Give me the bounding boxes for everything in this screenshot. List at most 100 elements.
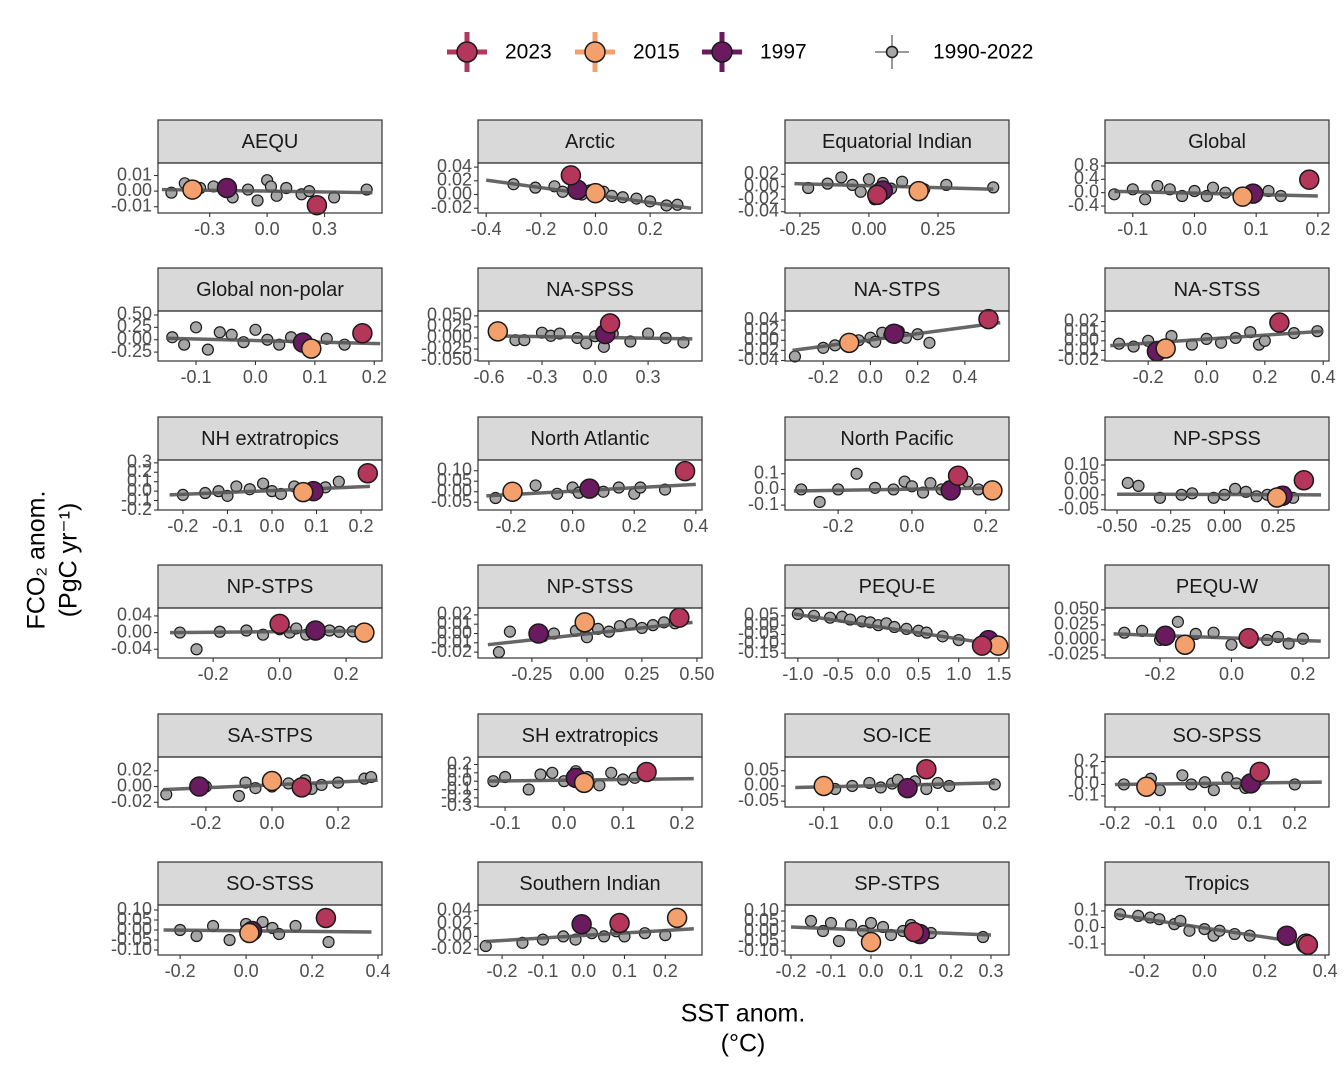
x-tick-label: 0.2 <box>1282 813 1307 833</box>
highlight-point <box>978 308 999 330</box>
y-tick-label: 0.04 <box>117 605 152 625</box>
strip-title: Southern Indian <box>519 873 660 895</box>
x-tick-label: 0.0 <box>243 367 268 387</box>
point <box>813 495 826 509</box>
highlight-point <box>1174 634 1196 655</box>
x-tick-label: -0.25 <box>511 664 552 684</box>
x-tick-label: -0.25 <box>1150 516 1191 536</box>
y-tick-label: -0.10 <box>738 633 779 653</box>
y-tick-label: 0.0 <box>1074 916 1099 936</box>
strip-title: SO-ICE <box>863 725 932 747</box>
panel-border <box>784 310 1010 362</box>
panel-border <box>477 607 703 659</box>
y-tick-label: 0.50 <box>117 304 152 324</box>
highlight-point <box>315 907 337 929</box>
y-tick-label: 0.00 <box>117 621 152 641</box>
point <box>223 933 236 947</box>
y-tick-label: 0.02 <box>744 319 779 339</box>
y-tick-label: 0.3 <box>127 452 152 472</box>
highlight-point <box>571 913 592 935</box>
y-tick-label: 0.04 <box>437 900 472 920</box>
facet: SP-STPS -0.2 -0.1 0.0 0.1 0.2 0.3 0.100.050.00-… <box>738 861 1010 981</box>
point <box>190 929 203 943</box>
point <box>987 181 1000 194</box>
x-tick-label: 0.3 <box>636 367 661 387</box>
strip-title: NP-STSS <box>547 576 634 598</box>
y-tick-label: -0.02 <box>111 791 152 811</box>
point <box>529 479 542 492</box>
point <box>534 768 547 781</box>
y-tick-label: -0.02 <box>738 188 779 208</box>
highlight-point <box>867 184 888 206</box>
x-tick-label: 0.1 <box>1244 219 1269 239</box>
highlight-point <box>560 165 582 186</box>
y-tick-label: 0.01 <box>117 164 152 184</box>
x-tick-label: -0.2 <box>823 516 854 536</box>
x-tick-label: 0.2 <box>638 219 663 239</box>
y-tick-label: 0.00 <box>117 919 152 939</box>
strip-title: AEQU <box>242 131 299 153</box>
x-tick-label: 0.1 <box>610 813 635 833</box>
x-tick-label: 0.1 <box>925 813 950 833</box>
y-tick-label: 0.02 <box>1064 310 1099 330</box>
point <box>251 194 264 207</box>
strip <box>1104 713 1330 758</box>
strip-title: Arctic <box>565 131 615 153</box>
point <box>232 789 246 803</box>
strip-title: Equatorial Indian <box>822 131 972 153</box>
facet: North Pacific-0.2 0.0 0.20.10.0-0.1 <box>748 416 1010 536</box>
plot-area <box>487 607 693 659</box>
facet: AEQU -0.3 0.0 0.3 0.010.00-0.01 <box>111 119 383 239</box>
panel-border <box>784 459 1010 511</box>
y-tick-label: 0.00 <box>437 480 472 500</box>
point <box>835 171 848 184</box>
highlight-point <box>182 179 203 200</box>
y-tick-label: 0.05 <box>744 605 779 625</box>
x-tick-label: 0.0 <box>1192 961 1217 981</box>
facet: SA-STPS -0.2 0.0 0.2 0.020.00-0.02 <box>111 713 383 833</box>
plot-area <box>169 462 378 503</box>
facet: Global non-polar -0.1 0.0 0.1 0.2 0.500.250.0… <box>111 267 387 387</box>
highlight-point <box>301 338 322 359</box>
y-tick-label: 0.1 <box>127 470 152 490</box>
facet: SO-ICE -0.1 0.0 0.1 0.2 0.050.00-0.05 <box>738 713 1010 833</box>
x-tick-label: 1.0 <box>946 664 971 684</box>
point <box>201 343 215 356</box>
strip-title: PEQU-W <box>1176 576 1258 598</box>
x-tick-label: -0.3 <box>526 367 557 387</box>
y-tick-label: 0.00 <box>437 622 472 642</box>
x-tick-label: -0.1 <box>815 961 846 981</box>
y-tick-label: -0.02 <box>431 938 472 958</box>
x-tick-label: -0.3 <box>194 219 225 239</box>
y-tick-label: 0.025 <box>1054 614 1099 634</box>
point <box>832 934 846 948</box>
highlight-point <box>1232 186 1253 207</box>
point <box>864 916 878 930</box>
y-tick-label: 0.050 <box>1054 599 1099 619</box>
y-axis-title: FCO₂ anom. <box>23 491 51 630</box>
panel-border <box>157 310 383 362</box>
highlight-point <box>1297 934 1319 956</box>
point <box>522 783 535 796</box>
x-tick-label: 0.2 <box>905 367 930 387</box>
x-tick-label: 0.2 <box>669 813 694 833</box>
x-tick-label: 0.3 <box>312 219 337 239</box>
x-tick-label: 0.50 <box>679 664 714 684</box>
legend-symbol <box>711 41 733 63</box>
x-tick-label: 0.2 <box>622 516 647 536</box>
strip <box>157 713 383 758</box>
x-tick-label: -0.1 <box>212 516 243 536</box>
highlight-point <box>1276 925 1298 946</box>
highlight-point <box>269 613 290 635</box>
panel-border <box>477 904 703 956</box>
x-tick-label: 0.0 <box>866 664 891 684</box>
trend-line <box>163 928 372 934</box>
legend-item: 2015 <box>575 32 680 72</box>
x-tick-label: 0.1 <box>612 961 637 981</box>
x-tick-label: -0.2 <box>198 664 229 684</box>
highlight-point <box>1299 169 1320 190</box>
x-tick-label: 0.0 <box>1192 813 1217 833</box>
highlight-point <box>1293 469 1315 491</box>
x-tick-label: 0.00 <box>851 219 886 239</box>
y-tick-label: 0.00 <box>744 614 779 634</box>
